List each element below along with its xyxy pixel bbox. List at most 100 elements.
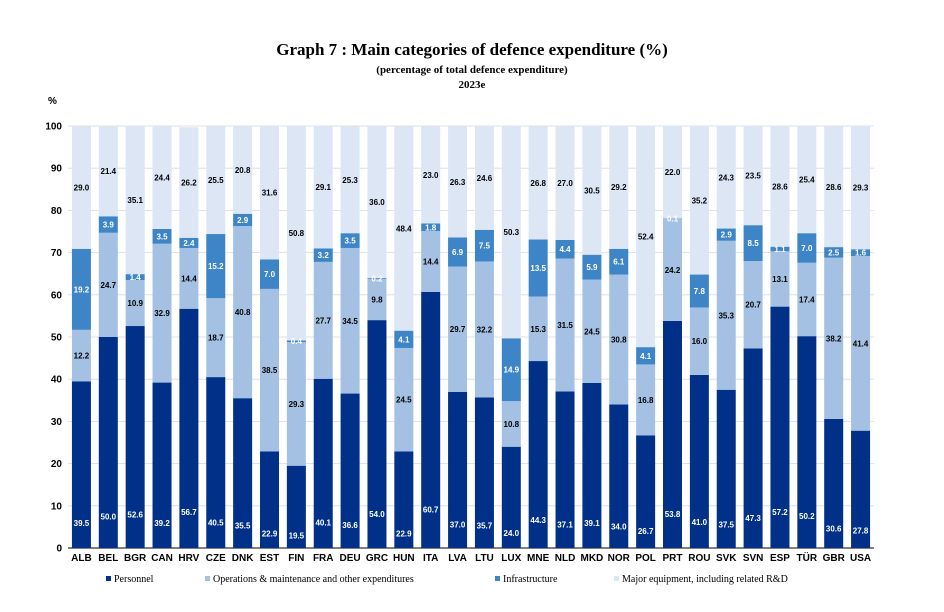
chart-title: Graph 7 : Main categories of defence exp… xyxy=(276,40,668,59)
data-label: 2.5 xyxy=(828,248,840,257)
bar-segment xyxy=(824,247,844,258)
y-tick-label: 40 xyxy=(51,375,63,386)
data-label: 41.4 xyxy=(853,339,869,348)
data-label: 24.0 xyxy=(504,529,520,538)
data-label: 47.3 xyxy=(745,514,761,523)
bar-segment xyxy=(286,465,306,548)
y-axis-unit-label: % xyxy=(48,96,57,107)
data-label: 24.5 xyxy=(584,327,600,336)
bar-segment xyxy=(474,397,494,548)
bar-segment xyxy=(179,237,199,248)
bar-segment xyxy=(582,126,602,255)
bar-segment xyxy=(98,232,118,337)
bar-segment xyxy=(474,126,494,230)
y-tick-label: 50 xyxy=(51,333,63,344)
bar-segment xyxy=(555,391,575,548)
bar-segment xyxy=(770,126,790,247)
bar-segment xyxy=(179,247,199,309)
bar-segment xyxy=(233,226,253,399)
bar-segment xyxy=(367,278,387,321)
bar-segment xyxy=(689,126,709,275)
data-label: 19.5 xyxy=(289,532,305,541)
bar-segment xyxy=(340,393,360,548)
data-label: 27.7 xyxy=(315,316,331,325)
bar-segment xyxy=(582,382,602,548)
bar-segment xyxy=(71,329,91,382)
data-label: 1.6 xyxy=(855,249,867,258)
data-label: 7.8 xyxy=(694,287,706,296)
x-tick-label: HUN xyxy=(393,553,415,564)
bar-segment xyxy=(286,340,306,343)
data-label: 36.0 xyxy=(369,198,385,207)
x-tick-label: CAN xyxy=(151,553,173,564)
bar-segment xyxy=(98,126,118,217)
bar-segment xyxy=(663,320,682,548)
bar-segment xyxy=(125,274,145,281)
data-label: 1.4 xyxy=(130,273,142,282)
data-label: 10.9 xyxy=(127,299,143,308)
data-label: 29.1 xyxy=(315,183,331,192)
data-label: 35.1 xyxy=(127,196,143,205)
data-label: 57.2 xyxy=(772,508,788,517)
bar-segment xyxy=(851,430,871,548)
bar-segment xyxy=(152,243,172,383)
bar-segment xyxy=(609,248,629,275)
x-tick-label: SVK xyxy=(716,553,737,564)
data-label: 3.9 xyxy=(103,221,115,230)
data-label: 40.5 xyxy=(208,518,224,527)
data-label: 50.2 xyxy=(799,512,815,521)
labels-layer: 39.5 12.2 19.2 29.0 50.0 24.7 3.9 21.4 52.6 10.9 1… xyxy=(74,166,869,541)
x-tick-label: CZE xyxy=(206,553,226,564)
data-label: 4.4 xyxy=(559,245,571,254)
bar-segment xyxy=(98,337,118,548)
bar-segment xyxy=(179,127,199,238)
data-label: 52.6 xyxy=(127,511,143,520)
bar-segment xyxy=(501,401,521,447)
bar-segment xyxy=(555,239,575,259)
data-label: 2.9 xyxy=(721,231,733,240)
data-label: 44.3 xyxy=(530,516,546,525)
data-label: 13.5 xyxy=(530,264,546,273)
bar-segment xyxy=(152,126,172,229)
data-label: 30.5 xyxy=(584,186,600,195)
data-label: 38.2 xyxy=(826,334,842,343)
bar-segment xyxy=(797,262,817,337)
data-label: 20.7 xyxy=(745,301,761,310)
bar-segment xyxy=(743,126,763,226)
data-label: 27.8 xyxy=(853,526,869,535)
x-tick-label: SVN xyxy=(743,553,764,564)
data-label: 35.7 xyxy=(477,521,493,530)
data-label: 18.7 xyxy=(208,334,224,343)
bar-segment xyxy=(582,254,602,280)
bar-segment xyxy=(206,126,226,235)
bar-segment xyxy=(528,361,548,548)
bar-segment xyxy=(260,451,279,548)
data-label: 38.5 xyxy=(262,366,278,375)
bar-segment xyxy=(501,126,521,339)
x-tick-label: HRV xyxy=(178,553,199,564)
y-tick-label: 90 xyxy=(51,164,63,175)
axis-layer: % 0 10 20 30 40 50 60 70 80 90 100 ALB BEL BGR CAN HRV C… xyxy=(45,96,871,564)
data-label: 15.2 xyxy=(208,262,224,271)
data-label: 22.9 xyxy=(262,530,278,539)
data-label: 25.5 xyxy=(208,176,224,185)
bar-segment xyxy=(851,255,871,431)
data-label: 50.3 xyxy=(504,228,520,237)
bar-segment xyxy=(340,126,360,234)
bar-segment xyxy=(71,248,91,330)
data-label: 50.8 xyxy=(289,229,305,238)
x-tick-label: ESP xyxy=(770,553,790,564)
data-label: 53.8 xyxy=(665,510,681,519)
data-label: 26.8 xyxy=(530,179,546,188)
data-label: 31.5 xyxy=(557,321,573,330)
data-label: 37.0 xyxy=(450,521,466,530)
y-tick-label: 0 xyxy=(56,544,62,555)
data-label: 60.7 xyxy=(423,506,439,515)
bar-segment xyxy=(663,218,682,321)
bar-segment xyxy=(716,228,736,241)
bar-segment xyxy=(689,374,709,548)
bar-segment xyxy=(851,249,871,256)
x-tick-label: LUX xyxy=(501,553,521,564)
bar-segment xyxy=(233,213,253,227)
bar-segment xyxy=(313,261,333,379)
